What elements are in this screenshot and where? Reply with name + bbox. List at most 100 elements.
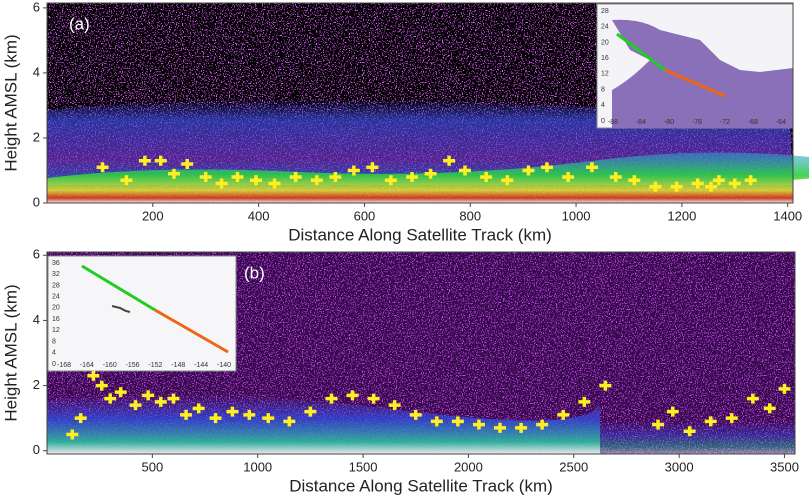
aerosol-top-marker [114, 387, 127, 398]
inset-lat-label: 36 [52, 260, 60, 267]
aerosol-top-marker [209, 413, 222, 424]
aerosol-top-marker [243, 409, 256, 420]
inset-lat-label: 24 [601, 24, 609, 31]
aerosol-top-marker [409, 409, 422, 420]
inset-lon-label: -140 [217, 362, 231, 369]
x-tick-label: 1200 [667, 208, 696, 223]
y-tick-label: 2 [33, 129, 40, 144]
aerosol-top-marker [522, 165, 535, 176]
inset-lon-label: -156 [126, 362, 140, 369]
aerosol-top-marker [746, 393, 759, 404]
aerosol-top-marker [66, 429, 79, 440]
inset-lat-label: 0 [601, 118, 605, 125]
inset-lon-label: -76 [692, 119, 702, 126]
aerosol-top-marker [154, 396, 167, 407]
inset-lat-label: 12 [601, 71, 609, 78]
y-axis-label: Height AMSL (km) [1, 284, 20, 421]
inset-lon-label: -88 [608, 119, 618, 126]
aerosol-top-marker [728, 178, 741, 189]
inset-lon-label: -72 [720, 119, 730, 126]
aerosol-top-marker [540, 162, 553, 173]
x-axis-label: Distance Along Satellite Track (km) [289, 476, 553, 495]
y-axis-label: Height AMSL (km) [1, 34, 20, 171]
inset-lon-label: -148 [171, 362, 185, 369]
x-axis-label: Distance Along Satellite Track (km) [288, 225, 552, 244]
inset-lat-label: 20 [601, 39, 609, 46]
x-tick-label: 1400 [773, 208, 802, 223]
aerosol-top-marker [138, 155, 151, 166]
aerosol-top-marker [262, 413, 275, 424]
x-tick-label: 1500 [349, 459, 378, 474]
aerosol-top-marker [231, 171, 244, 182]
aerosol-top-marker [129, 400, 142, 411]
aerosol-top-marker [199, 171, 212, 182]
x-tick-label: 1000 [562, 208, 591, 223]
inset-lat-label: 16 [52, 316, 60, 323]
aerosol-top-marker [167, 393, 180, 404]
x-tick-label: 2500 [559, 459, 588, 474]
plot-frame [46, 251, 796, 455]
inset-lat-label: 28 [601, 8, 609, 15]
inset-lat-label: 20 [52, 305, 60, 312]
aerosol-top-marker [652, 419, 665, 430]
inset-lat-label: 24 [52, 294, 60, 301]
aerosol-top-marker [120, 175, 133, 186]
inset-lat-label: 8 [52, 338, 56, 345]
y-tick-label: 6 [33, 247, 40, 262]
aerosol-top-marker [249, 175, 262, 186]
aerosol-top-marker [310, 175, 323, 186]
x-tick-label: 3500 [770, 459, 799, 474]
aerosol-top-marker [406, 171, 419, 182]
inset-lon-label: -64 [776, 119, 786, 126]
x-tick-label: 800 [459, 208, 481, 223]
panel-label: (a) [69, 14, 90, 33]
aerosol-top-marker [704, 416, 717, 427]
aerosol-top-marker [215, 178, 228, 189]
y-tick-label: 2 [33, 377, 40, 392]
inset-lon-label: -144 [194, 362, 208, 369]
aerosol-top-marker [744, 175, 757, 186]
y-tick-label: 4 [33, 312, 40, 327]
inset-lat-label: 0 [52, 361, 56, 368]
inset-lat-label: 12 [52, 327, 60, 334]
aerosol-top-marker [289, 171, 302, 182]
x-tick-label: 1000 [243, 459, 272, 474]
aerosol-top-marker [480, 171, 493, 182]
panel-label: (b) [244, 263, 265, 282]
aerosol-top-marker [181, 158, 194, 169]
aerosol-top-marker [649, 181, 662, 192]
aerosol-top-marker [712, 175, 725, 186]
aerosol-top-marker [628, 175, 641, 186]
aerosol-top-marker [430, 416, 443, 427]
inset-lon-label: -68 [748, 119, 758, 126]
aerosol-top-marker [325, 393, 338, 404]
aerosol-top-marker [451, 416, 464, 427]
inset-lon-label: -168 [57, 362, 71, 369]
inset-lon-label: -152 [148, 362, 162, 369]
aerosol-top-marker [329, 171, 342, 182]
aerosol-top-marker [458, 165, 471, 176]
aerosol-top-marker [683, 426, 696, 437]
inset-lon-label: -164 [80, 362, 94, 369]
aerosol-top-marker [515, 422, 528, 433]
aerosol-top-marker [104, 393, 117, 404]
aerosol-top-marker [472, 419, 485, 430]
aerosol-top-marker [585, 162, 598, 173]
x-tick-label: 500 [142, 459, 164, 474]
aerosol-top-marker [494, 422, 507, 433]
aerosol-top-marker [346, 390, 359, 401]
aerosol-top-marker [347, 165, 360, 176]
aerosol-top-marker [226, 406, 239, 417]
aerosol-top-marker [366, 162, 379, 173]
aerosol-top-marker [96, 162, 109, 173]
aerosol-top-marker [704, 181, 717, 192]
aerosol-top-marker [609, 171, 622, 182]
inset-lat-label: 32 [52, 271, 60, 278]
aerosol-top-marker [154, 155, 167, 166]
aerosol-top-marker [666, 406, 679, 417]
inset-lat-label: 28 [52, 282, 60, 289]
aerosol-top-marker [778, 383, 791, 394]
y-tick-label: 0 [33, 442, 40, 457]
aerosol-top-marker [599, 380, 612, 391]
aerosol-top-marker [691, 178, 704, 189]
